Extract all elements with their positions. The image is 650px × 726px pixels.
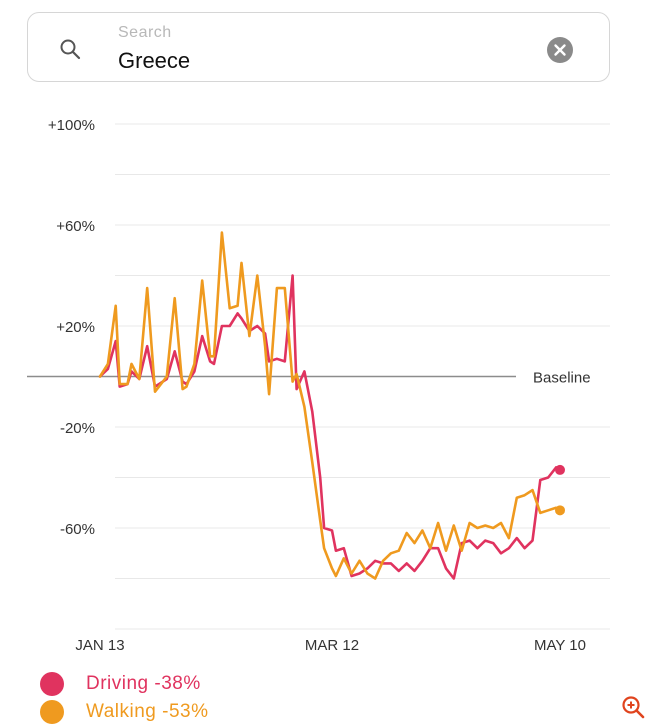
series-line-walking <box>98 231 562 580</box>
search-input[interactable]: Greece <box>118 48 191 73</box>
clear-search-button[interactable] <box>547 37 573 63</box>
legend-item-walking: Walking -53% <box>40 698 209 726</box>
clear-icon <box>554 44 566 56</box>
search-placeholder: Search <box>118 24 172 41</box>
legend-label-walking: Walking -53% <box>86 701 209 722</box>
zoom-in-icon[interactable] <box>620 694 646 720</box>
series-line-driving <box>98 274 562 580</box>
legend-label-driving: Driving -38% <box>86 673 201 694</box>
y-tick-label: -60% <box>60 521 95 538</box>
y-tick-label: +60% <box>56 218 95 235</box>
legend-dot-driving <box>40 672 64 696</box>
baseline-label: Baseline <box>533 370 591 387</box>
series-endpoint-driving <box>555 464 565 475</box>
series-endpoint-walking <box>555 505 565 516</box>
x-tick-label: JAN 13 <box>75 637 124 654</box>
x-tick-label: MAY 10 <box>534 637 586 654</box>
search-icon <box>60 39 81 60</box>
y-tick-label: +20% <box>56 319 95 336</box>
y-tick-label: +100% <box>48 117 95 134</box>
y-tick-label: -20% <box>60 420 95 437</box>
legend-dot-walking <box>40 700 64 724</box>
mobility-chart: +100% +60% +20% -20% -60% Baseline JAN 13 MAR 1… <box>27 117 610 654</box>
legend: Driving -38% Walking -53% <box>40 670 209 726</box>
x-tick-label: MAR 12 <box>305 637 359 654</box>
search-bar[interactable]: Search Greece <box>27 12 610 82</box>
legend-item-driving: Driving -38% <box>40 670 209 698</box>
